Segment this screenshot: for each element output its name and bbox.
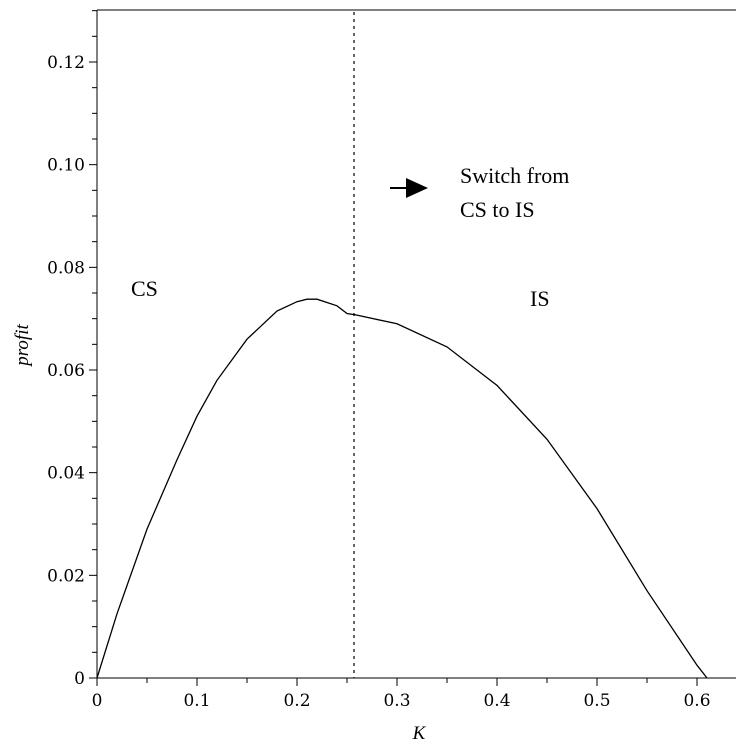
x-axis-ticks: 0 0.1 0.2 0.3 0.4 0.5 0.6 (92, 678, 711, 711)
cs-region-label: CS (131, 276, 158, 301)
y-tick-label: 0.08 (47, 258, 85, 278)
switch-annotation-line2: CS to IS (460, 197, 535, 222)
switch-annotation-line1: Switch from (460, 163, 569, 188)
x-tick-label: 0.3 (383, 691, 410, 711)
x-axis-label: K (412, 723, 427, 744)
x-tick-label: 0 (92, 691, 103, 711)
x-tick-label: 0.6 (683, 691, 710, 711)
y-axis-ticks: 0 0.02 0.04 0.06 0.08 0.10 0.12 (47, 10, 97, 689)
x-tick-label: 0.5 (583, 691, 610, 711)
right-arrow-icon (390, 178, 428, 198)
is-region-label: IS (530, 286, 550, 311)
y-tick-label: 0.04 (47, 464, 85, 484)
y-axis-label: profit (12, 324, 33, 368)
x-tick-label: 0.1 (183, 691, 210, 711)
y-tick-label: 0.02 (47, 566, 85, 586)
y-tick-label: 0 (74, 669, 85, 689)
x-tick-label: 0.4 (483, 691, 510, 711)
x-tick-label: 0.2 (283, 691, 310, 711)
y-tick-label: 0.10 (47, 156, 85, 176)
plot-frame (96, 9, 736, 679)
y-tick-label: 0.06 (47, 361, 85, 381)
profit-series-line (96, 298, 708, 679)
y-tick-label: 0.12 (47, 53, 85, 73)
